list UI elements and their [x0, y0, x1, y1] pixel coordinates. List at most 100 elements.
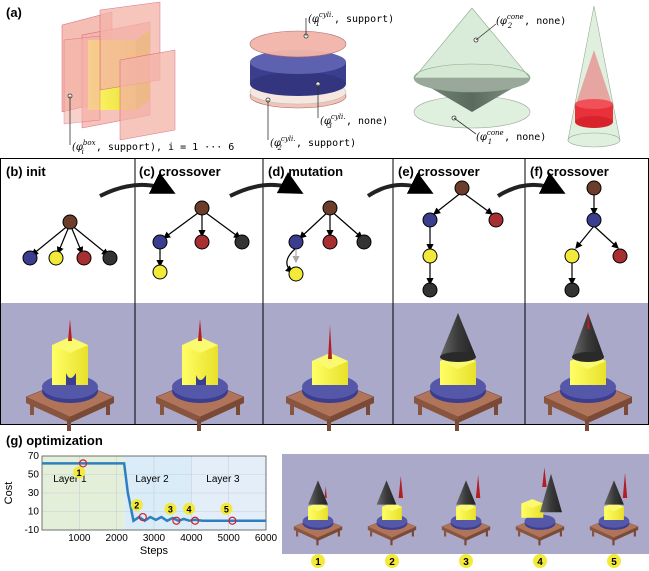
- x-axis-label: Steps: [140, 545, 169, 557]
- tree-node-root: [586, 180, 602, 196]
- panel-c-label: (c) crossover: [139, 164, 221, 179]
- render-d: [285, 325, 375, 432]
- curved-arrow-d-e: [366, 172, 434, 198]
- box-caption-sup: box: [83, 139, 96, 147]
- tree-node-dark-cone: [422, 282, 438, 298]
- tree-e: [422, 180, 504, 298]
- cone-top-sup: cone: [507, 13, 524, 21]
- cone-bot-caption: (φcone 1 , none): [476, 129, 546, 146]
- plot-frame: [41, 455, 267, 531]
- tree-node-cylinder: [422, 212, 438, 228]
- tree-node-dark-cone: [234, 234, 250, 250]
- panel-e-label: (e) crossover: [398, 164, 480, 179]
- y-tick-label: 70: [28, 451, 40, 462]
- x-tick-label: 6000: [255, 533, 278, 544]
- x-tick-label: 5000: [218, 533, 241, 544]
- cone-bot-phi: (φ: [476, 132, 487, 143]
- tree-node-root: [322, 200, 338, 216]
- cylinder-primitive-illustration: [249, 18, 347, 140]
- marker-badge-2: [130, 499, 143, 512]
- cone-bot-rest: , none): [504, 132, 546, 143]
- tree-node-red-cone: [612, 248, 628, 264]
- panel-b-label: (b) init: [6, 164, 46, 179]
- cyl-top-phi: (φ: [308, 14, 319, 25]
- tree-node-box: [422, 248, 438, 264]
- marker-point-5: [228, 516, 237, 525]
- cyl-bot-sub: 2: [276, 144, 282, 152]
- thumb-badge-1: 1: [311, 554, 325, 568]
- marker-point-1: [78, 459, 88, 468]
- marker-badge-3: [164, 502, 177, 515]
- tree-node-box: [288, 266, 304, 282]
- thumb-badge-3: 3: [459, 554, 473, 568]
- tree-b: [22, 214, 118, 266]
- marker-badge-4: [183, 502, 196, 515]
- curved-arrow-c-d: [229, 172, 304, 198]
- cone-bot-sup: cone: [487, 129, 504, 137]
- cyl-mid-caption: (φcyli. 3 , none): [320, 113, 388, 130]
- tree-node-box: [564, 248, 580, 264]
- cyl-top-sup: cyli.: [319, 11, 334, 19]
- box-caption-rest: , support), i = 1 ··· 6: [96, 142, 234, 153]
- cone-top-sub: 2: [507, 22, 513, 30]
- marker-badge-1: [73, 466, 86, 479]
- thumb-badge-3-text: 3: [463, 557, 469, 568]
- panel-d-label: (d) mutation: [268, 164, 343, 179]
- x-tick-label: 3000: [143, 533, 166, 544]
- curved-arrow-b-c: [99, 172, 176, 198]
- marker-point-3: [172, 516, 181, 525]
- cone-primitive-illustration: [413, 7, 531, 135]
- thumb-badge-2-text: 2: [389, 557, 395, 568]
- render-e: [413, 313, 503, 432]
- tree-node-cylinder: [22, 250, 38, 266]
- tree-node-cylinder: [586, 212, 602, 228]
- cyl-mid-rest: , none): [346, 116, 388, 127]
- thumbnail-2: [367, 476, 417, 546]
- render-b: [25, 319, 115, 432]
- thumb-badge-5: 5: [607, 554, 621, 568]
- x-tick-label: 4000: [180, 533, 203, 544]
- x-tick-label: 2000: [106, 533, 129, 544]
- marker-badge-text-3: 3: [168, 504, 173, 514]
- tree-node-red-cone: [76, 250, 92, 266]
- thumb-badge-5-text: 5: [611, 557, 617, 568]
- panel-g-label: (g) optimization: [6, 433, 103, 448]
- thumb-badge-4: 4: [533, 554, 547, 568]
- tree-node-root: [454, 180, 470, 196]
- marker-badge-text-5: 5: [224, 504, 229, 514]
- y-tick-label: 10: [28, 507, 40, 518]
- y-tick-label: 30: [28, 488, 40, 499]
- cyl-mid-sup: cyli.: [331, 113, 346, 121]
- tree-node-dark-cone: [564, 282, 580, 298]
- y-tick-label: 50: [28, 470, 40, 481]
- panel-a-label: (a): [6, 5, 22, 20]
- tree-d: [285, 200, 372, 282]
- tree-node-root: [194, 200, 210, 216]
- cyl-bot-sup: cyli.: [281, 135, 296, 143]
- composite-cone-illustration: [567, 5, 621, 148]
- marker-point-2: [138, 512, 147, 522]
- marker-badge-text-4: 4: [187, 504, 192, 514]
- tree-c: [152, 200, 250, 280]
- tree-node-cylinder: [152, 234, 168, 250]
- cone-top-caption: (φcone 2 , none): [496, 13, 566, 30]
- cyl-bot-caption: (φcyli. 2 , support): [270, 135, 356, 152]
- cyl-bot-phi: (φ: [270, 138, 281, 149]
- thumb-badge-4-text: 4: [537, 557, 543, 568]
- cone-top-rest: , none): [524, 16, 566, 27]
- render-f: [543, 311, 633, 432]
- tree-node-cylinder: [288, 234, 304, 250]
- tree-f: [564, 180, 628, 298]
- cyl-bot-rest: , support): [296, 138, 356, 149]
- thumbnail-1: [293, 480, 343, 546]
- tree-node-box: [48, 250, 64, 266]
- tree-node-red-cone: [194, 234, 210, 250]
- cyl-top-rest: , support): [334, 14, 394, 25]
- cyl-mid-sub: 3: [327, 122, 332, 130]
- y-axis-label: Cost: [3, 482, 15, 505]
- layer-2-label: Layer 2: [135, 474, 169, 485]
- box-caption-sub: i: [82, 148, 84, 156]
- box-primitive-illustration: [61, 1, 176, 145]
- x-tick-label: 1000: [68, 533, 91, 544]
